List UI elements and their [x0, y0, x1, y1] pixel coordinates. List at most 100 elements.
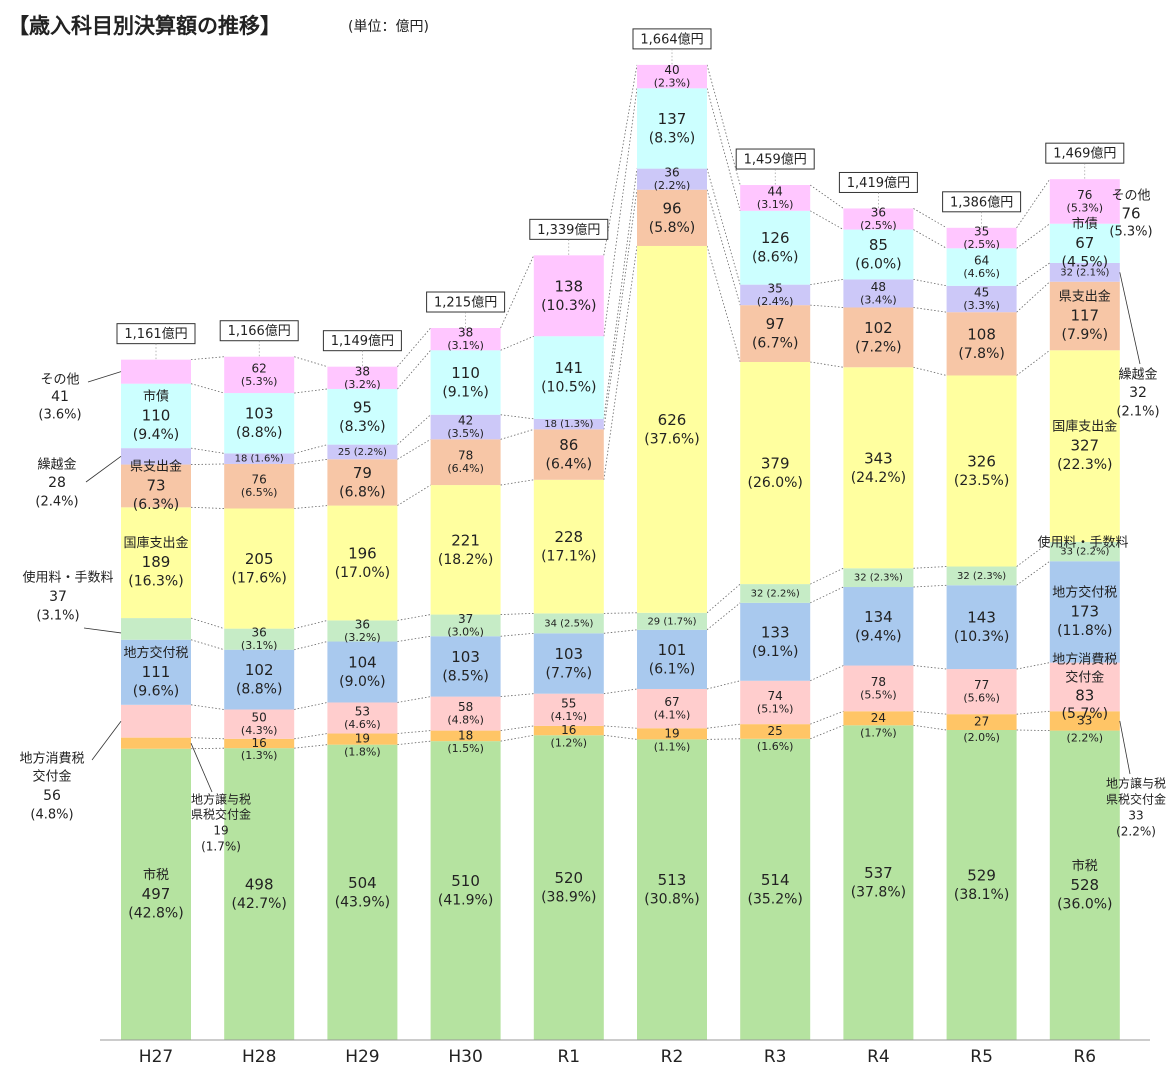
bar-pct-label: (10.5%): [541, 380, 596, 396]
bar-国庫支出金-R6: [1049, 350, 1120, 542]
bar-value-label: 326: [967, 452, 996, 470]
bar-pct-label: (4.6%): [344, 718, 381, 731]
bar-value-label: 228: [554, 528, 583, 546]
bar-value-label: 18: [458, 728, 473, 742]
bar-pct-label: (3.0%): [447, 625, 484, 638]
bar-pct-label: (2.2%): [654, 179, 691, 192]
bar-市債-H28: [224, 393, 295, 454]
bar-地方交付税-R3: [740, 602, 811, 681]
bar-pct-label: (26.0%): [747, 475, 802, 491]
bar-name-label: 地方交付税: [1052, 584, 1117, 600]
bar-value-label: 35: [974, 225, 989, 239]
bar-pct-label: (1.6%): [757, 740, 794, 753]
callouts: その他41(3.6%)繰越金28(2.4%)使用料・手数料37(3.1%)地方消…: [19, 189, 1166, 854]
callout-value: 56: [43, 788, 61, 804]
bar-value-label: 85: [869, 236, 888, 254]
bar-県支出金-H28: [224, 463, 295, 509]
x-tick-label: R5: [970, 1047, 993, 1067]
bar-繰越金-H27: [121, 448, 191, 465]
connector-line: [190, 447, 225, 454]
connector-line: [1016, 729, 1050, 731]
bar-地方譲与税-R5: [946, 714, 1017, 731]
connector-line: [913, 229, 947, 249]
bar-value-label: 497: [142, 885, 171, 903]
connector-line: [397, 414, 431, 445]
callout-name: 県税交付金: [1106, 792, 1166, 807]
connector-line: [500, 612, 534, 615]
bar-県支出金-R3: [740, 305, 811, 362]
callout-pct: (3.6%): [38, 408, 81, 423]
bar-市債-R4: [843, 229, 914, 280]
connector-line: [810, 304, 844, 308]
total-label: 1,215億円: [434, 295, 497, 311]
connector-line: [809, 184, 844, 209]
x-tick-label: R4: [867, 1047, 890, 1067]
bar-市税-R3: [740, 738, 811, 1040]
bar-value-label: 67: [1075, 234, 1094, 252]
bar-value-label: 33 (2.2%): [1060, 547, 1109, 558]
connector-line: [500, 725, 534, 731]
callout-name: 交付金: [32, 769, 71, 785]
bar-value-label: 42: [458, 414, 473, 428]
bar-value-label: 520: [554, 869, 583, 887]
connector-line: [1016, 560, 1051, 586]
bar-pct-label: (38.1%): [954, 887, 1009, 903]
bar-市税-R2: [637, 739, 707, 1040]
bar-市税-R5: [946, 730, 1017, 1040]
bar-地方消費税-R1: [533, 693, 604, 726]
connector-line: [603, 64, 638, 256]
connector-line: [1016, 662, 1050, 670]
bar-value-label: 78: [871, 675, 886, 689]
bar-value-label: 95: [353, 398, 372, 416]
bar-value-label: 74: [768, 689, 783, 703]
bar-市債-H30: [430, 350, 501, 415]
x-tick-label: R3: [764, 1047, 787, 1067]
bar-市債-R6: [1049, 223, 1120, 263]
callout-pct: (4.8%): [30, 808, 73, 823]
connector-line: [397, 696, 431, 703]
bar-繰越金-H30: [430, 414, 501, 440]
bar-県支出金-H27: [121, 464, 191, 508]
bar-使用料-R5: [946, 566, 1017, 586]
bar-value-label: 626: [658, 411, 687, 429]
bar-pct-label: (11.8%): [1057, 623, 1112, 639]
bar-value-label: 103: [451, 648, 480, 666]
bar-value-label: 111: [142, 663, 171, 681]
connector-line: [294, 505, 328, 509]
callout-name: 県税交付金: [191, 807, 251, 822]
connector-line: [397, 439, 431, 460]
bar-使用料-H30: [430, 614, 501, 637]
connector-lines: [190, 64, 1051, 750]
bar-繰越金-H29: [327, 444, 398, 460]
connector-line: [603, 725, 638, 729]
bar-使用料-R6: [1049, 541, 1120, 562]
total-label: 1,161億円: [124, 326, 187, 342]
bar-国庫支出金-R1: [533, 479, 604, 614]
bar-value-label: 36: [871, 206, 886, 220]
bar-pct-label: (1.1%): [654, 740, 691, 753]
connector-line: [1016, 349, 1051, 376]
bar-使用料-R2: [637, 612, 707, 630]
connector-line: [294, 702, 328, 710]
bar-pct-label: (8.3%): [649, 130, 696, 146]
x-tick-label: R6: [1073, 1047, 1096, 1067]
connector-line: [810, 567, 844, 585]
bar-市税-R4: [843, 725, 914, 1040]
bar-繰越金-R2: [637, 168, 707, 190]
callout-name: 地方譲与税: [1106, 776, 1166, 791]
bar-pct-label: (6.1%): [649, 661, 696, 677]
bar-市税-H30: [430, 741, 501, 1040]
callout-pct: (2.1%): [1116, 405, 1159, 420]
bar-地方消費税-H29: [327, 702, 398, 734]
total-label: 1,149億円: [331, 333, 394, 349]
bar-name-label: 交付金: [1065, 669, 1104, 685]
bar-pct-label: (6.0%): [855, 256, 902, 272]
bar-pct-label: (1.2%): [551, 736, 588, 749]
bar-pct-label: (3.1%): [757, 198, 794, 211]
bar-pct-label: (10.3%): [541, 298, 596, 314]
bar-pct-label: (9.1%): [442, 385, 489, 401]
bar-市債-H27: [121, 383, 191, 449]
connector-line: [913, 366, 947, 376]
bar-地方譲与税-H29: [327, 733, 398, 745]
bar-繰越金-R4: [843, 279, 914, 308]
